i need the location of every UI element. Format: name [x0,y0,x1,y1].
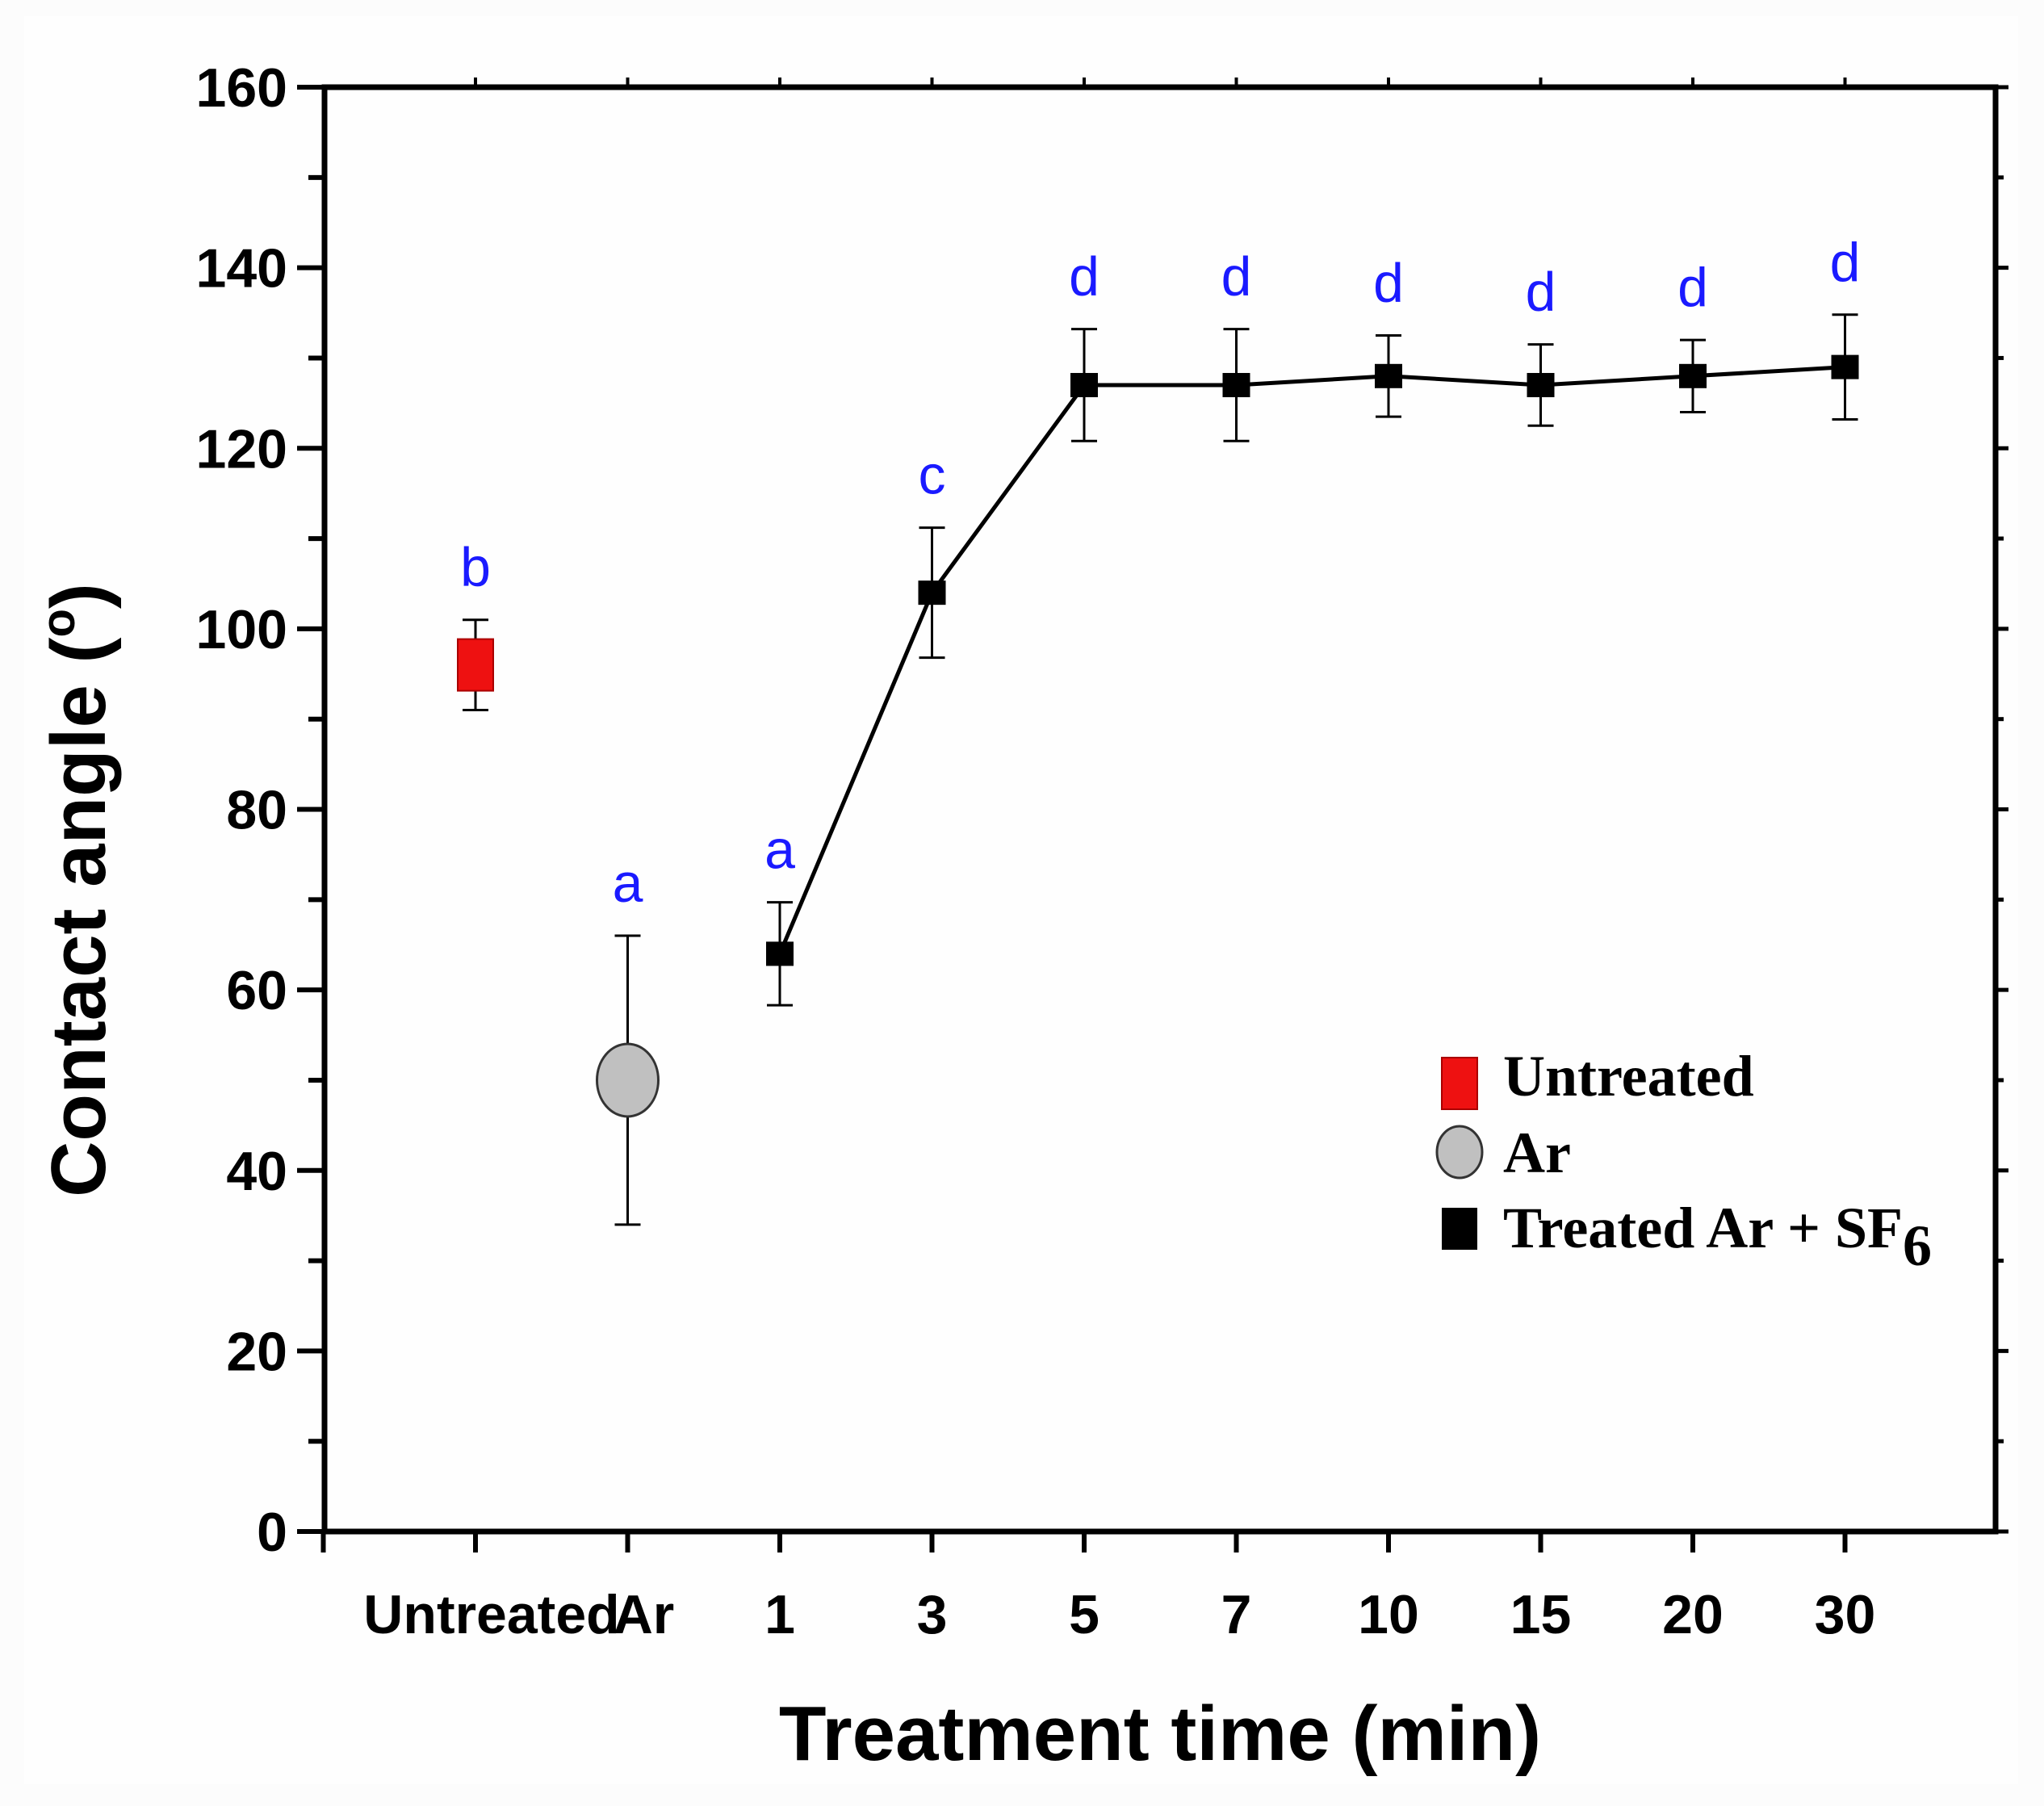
significance-letter: a [613,853,643,914]
data-point-ar [596,1042,660,1118]
significance-letter: d [1221,246,1252,308]
y-tick-label: 80 [226,780,287,841]
y-tick-label: 40 [226,1141,287,1202]
x-tick-label: 15 [1510,1584,1572,1645]
y-tick-label: 100 [196,599,287,660]
significance-letter: b [460,537,491,598]
y-axis-ticks: 0 20 40 60 80 100 120 140 160 [196,57,2008,1563]
x-tick-label: Ar [614,1584,675,1645]
significance-letter: d [1069,246,1099,308]
y-axis-title-degree: o [32,609,85,637]
y-tick-label: 140 [196,238,287,300]
significance-letters: b a a c d d d d d d [460,232,1860,914]
y-axis-title-close: ) [36,583,122,609]
legend-swatch-untreated [1441,1057,1478,1110]
legend-label-untreated: Untreated [1503,1044,1754,1108]
significance-letter: c [919,445,946,506]
legend-label-treated-subscript: 6 [1903,1213,1932,1278]
y-tick-label: 160 [196,57,287,119]
significance-letter: d [1373,252,1404,313]
series-line [777,365,1845,955]
x-tick-label: Untreated [363,1584,619,1645]
y-tick-label: 60 [226,960,287,1021]
data-point-treated [1222,372,1250,397]
x-tick-label: 30 [1815,1584,1876,1645]
data-point-treated [918,580,946,605]
x-tick-label: 5 [1069,1584,1099,1645]
significance-letter: d [1830,232,1861,293]
figure-background [24,16,2018,1784]
x-tick-label: 7 [1221,1584,1252,1645]
significance-letter: a [764,819,795,881]
x-tick-label: 20 [1662,1584,1724,1645]
y-axis-title-main: Contact angle ( [36,637,122,1196]
y-tick-label: 0 [257,1502,287,1563]
data-point-treated [766,941,794,966]
data-point-treated [1831,354,1859,379]
x-tick-label: 1 [764,1584,795,1645]
y-tick-label: 120 [196,418,287,480]
legend-swatch-treated [1442,1208,1477,1250]
y-tick-label: 20 [226,1321,287,1382]
legend-swatch-ar [1435,1125,1484,1180]
data-point-treated [1375,363,1402,388]
x-tick-label: 10 [1358,1584,1419,1645]
legend: Untreated Ar Treated Ar + SF6 [1435,1044,1932,1278]
significance-letter: d [1678,257,1708,318]
legend-label-treated-main: Treated Ar + SF [1503,1196,1903,1260]
legend-label-ar: Ar [1503,1121,1571,1185]
y-axis-title: Contact angle (o) [32,583,122,1197]
series-layer [457,313,1859,1226]
data-point-untreated [457,638,494,692]
significance-letter: d [1526,262,1556,323]
data-point-treated [1679,363,1707,388]
legend-label-treated: Treated Ar + SF6 [1503,1196,1932,1278]
data-point-treated [1527,372,1555,397]
data-point-treated [1070,372,1098,397]
x-axis-title: Treatment time (min) [779,1691,1541,1777]
x-tick-label: 3 [917,1584,948,1645]
